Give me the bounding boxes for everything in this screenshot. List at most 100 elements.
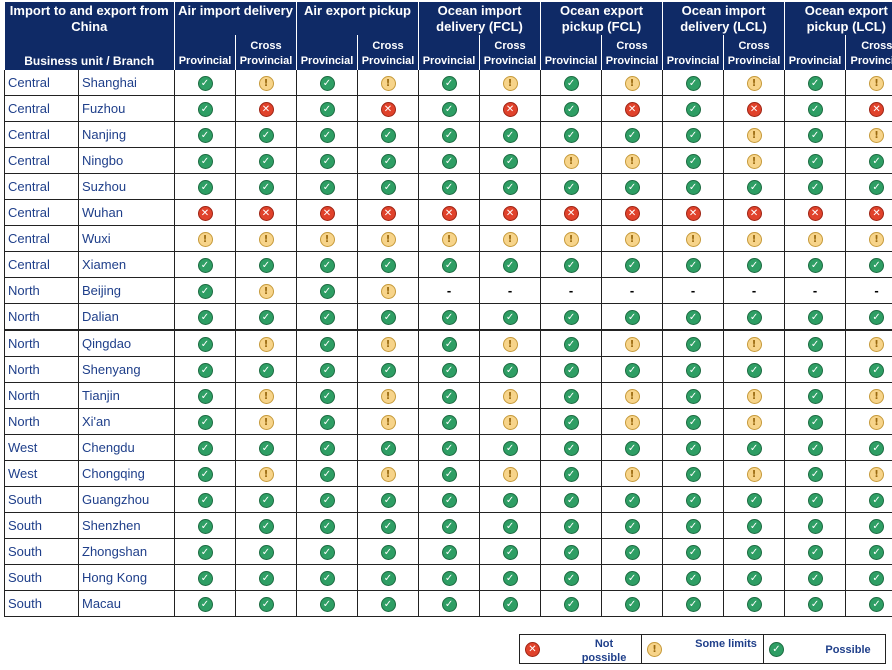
group-header-ocean-import-lcl: Ocean import delivery (LCL): [662, 2, 785, 35]
check-icon: ✓: [746, 362, 762, 378]
status-cell: ✓: [174, 434, 236, 461]
status-cell: ✓: [356, 564, 419, 591]
status-cell: ✓: [174, 147, 236, 174]
check-icon: ✓: [380, 179, 396, 195]
check-icon: ✓: [441, 257, 457, 273]
table-title: Import to and export from China: [9, 3, 169, 34]
check-icon: ✓: [563, 336, 579, 352]
status-cell: ✓: [845, 512, 892, 539]
business-unit-cell: North: [4, 356, 79, 383]
status-cell: !: [479, 225, 541, 252]
check-icon: ✓: [807, 414, 823, 430]
check-icon: ✓: [502, 596, 518, 612]
exclamation-icon: !: [624, 466, 640, 482]
status-cell: ✓: [296, 147, 358, 174]
table-row: South Hong Kong ✓ ✓ ✓ ✓ ✓ ✓ ✓ ✓ ✓ ✓ ✓ ✓: [4, 564, 892, 591]
check-icon: ✓: [807, 309, 823, 325]
status-cell: ✓: [662, 564, 724, 591]
status-cell: ✓: [662, 121, 724, 148]
status-cell: ✓: [418, 460, 480, 487]
status-cell: ✓: [479, 434, 541, 461]
exclamation-icon: !: [746, 75, 762, 91]
status-cell: !: [540, 147, 602, 174]
check-icon: ✓: [807, 153, 823, 169]
status-cell: ✓: [784, 303, 846, 331]
business-unit-cell: North: [4, 277, 79, 304]
status-cell: !: [356, 382, 419, 409]
subheader-provincial: Provincial: [540, 35, 602, 70]
status-cell: ✕: [356, 199, 419, 226]
cross-icon: ✕: [319, 205, 335, 221]
status-cell: -: [601, 277, 663, 304]
table-row: North Shenyang ✓ ✓ ✓ ✓ ✓ ✓ ✓ ✓ ✓ ✓ ✓ ✓: [4, 356, 892, 383]
check-icon: ✓: [869, 518, 885, 534]
status-cell: ✓: [601, 434, 663, 461]
check-icon: ✓: [197, 544, 213, 560]
status-cell: ✓: [601, 590, 663, 617]
check-icon: ✓: [197, 336, 213, 352]
check-icon: ✓: [197, 153, 213, 169]
check-icon: ✓: [685, 466, 701, 482]
status-cell: ✓: [418, 382, 480, 409]
header-sub-row: Provincial Cross Provincial Provincial Cross…: [5, 35, 892, 70]
exclamation-icon: !: [380, 336, 396, 352]
check-icon: ✓: [869, 257, 885, 273]
check-icon: ✓: [319, 570, 335, 586]
status-cell: ✓: [845, 434, 892, 461]
not-applicable-dash: -: [568, 283, 574, 298]
status-cell: ✓: [296, 460, 358, 487]
status-cell: ✓: [479, 356, 541, 383]
check-icon: ✓: [197, 518, 213, 534]
exclamation-icon: !: [624, 336, 640, 352]
check-icon: ✓: [563, 75, 579, 91]
status-cell: ✕: [540, 199, 602, 226]
check-icon: ✓: [441, 336, 457, 352]
exclamation-icon: !: [380, 75, 396, 91]
status-cell: ✓: [845, 590, 892, 617]
status-cell: ✓: [174, 95, 236, 122]
status-cell: ✓: [662, 512, 724, 539]
check-icon: ✓: [258, 127, 274, 143]
check-icon: ✓: [441, 153, 457, 169]
check-icon: ✓: [441, 362, 457, 378]
check-icon: ✓: [746, 596, 762, 612]
check-icon: ✓: [258, 596, 274, 612]
cross-icon: ✕: [380, 205, 396, 221]
check-icon: ✓: [380, 492, 396, 508]
check-icon: ✓: [380, 544, 396, 560]
check-icon: ✓: [563, 101, 579, 117]
status-cell: ✓: [174, 486, 236, 513]
status-cell: ✓: [723, 486, 785, 513]
business-unit-cell: North: [4, 330, 79, 357]
business-unit-cell: Central: [4, 121, 79, 148]
check-icon: ✓: [441, 309, 457, 325]
status-cell: ✓: [479, 512, 541, 539]
status-cell: !: [235, 330, 297, 357]
branch-cell: Nanjing: [78, 121, 175, 148]
status-cell: ✓: [540, 486, 602, 513]
status-cell: ✓: [540, 251, 602, 278]
subheader-cross-provincial: Cross Provincial: [723, 35, 785, 70]
exclamation-icon: !: [502, 75, 518, 91]
business-unit-cell: Central: [4, 147, 79, 174]
business-unit-cell: West: [4, 460, 79, 487]
status-cell: !: [723, 121, 785, 148]
status-cell: !: [723, 382, 785, 409]
cross-icon: ✕: [380, 101, 396, 117]
group-header-ocean-export-fcl: Ocean export pickup (FCL): [540, 2, 663, 35]
business-unit-cell: North: [4, 408, 79, 435]
status-cell: !: [356, 408, 419, 435]
status-cell: ✕: [235, 95, 297, 122]
table-row: South Guangzhou ✓ ✓ ✓ ✓ ✓ ✓ ✓ ✓ ✓ ✓ ✓ ✓: [4, 486, 892, 513]
status-cell: ✓: [601, 538, 663, 565]
table-row: West Chengdu ✓ ✓ ✓ ✓ ✓ ✓ ✓ ✓ ✓ ✓ ✓ ✓: [4, 434, 892, 461]
status-cell: ✓: [662, 434, 724, 461]
table-row: North Dalian ✓ ✓ ✓ ✓ ✓ ✓ ✓ ✓ ✓ ✓ ✓ ✓: [4, 303, 892, 331]
branch-cell: Xi'an: [78, 408, 175, 435]
subheader-cross-label: Cross: [738, 40, 770, 52]
status-cell: ✓: [784, 382, 846, 409]
check-icon: ✓: [380, 518, 396, 534]
status-cell: ✓: [296, 538, 358, 565]
subheader-cross-provincial: Cross Provincial: [235, 35, 297, 70]
table-row: South Zhongshan ✓ ✓ ✓ ✓ ✓ ✓ ✓ ✓ ✓ ✓ ✓ ✓: [4, 538, 892, 565]
